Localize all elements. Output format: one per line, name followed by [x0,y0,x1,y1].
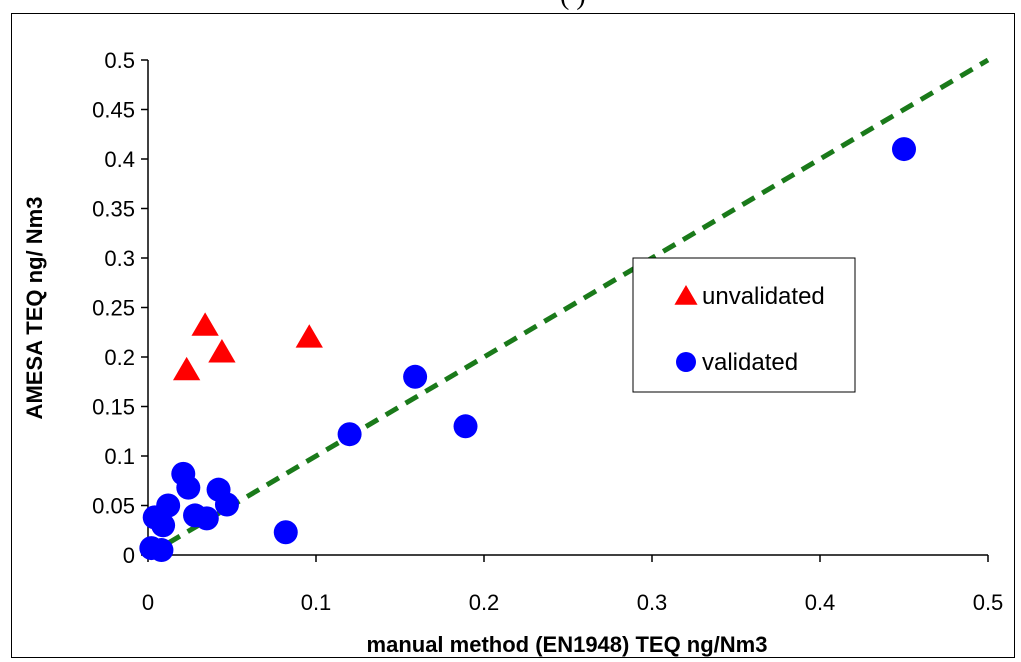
data-points [139,137,916,563]
y-tick-label: 0.45 [92,98,135,123]
x-tick-label: 0.3 [637,590,668,615]
legend-label-unvalidated: unvalidated [702,283,825,310]
data-point-validated [273,520,298,545]
x-tick-label: 0 [142,590,154,615]
data-point-validated [337,422,362,447]
data-point-validated [403,364,428,389]
y-tick-label: 0.25 [92,296,135,321]
axes: 0 0.05 0.1 0.15 0.2 0.25 0.3 0.35 0.4 0.45 0.5 0 0.1… [92,48,1003,615]
y-tick-label: 0.15 [92,395,135,420]
chart-frame [11,13,1015,658]
legend-box [632,257,856,393]
x-axis-title: manual method (EN1948) TEQ ng/Nm3 [367,632,768,657]
data-point-validated [194,506,219,531]
y-tick-label: 0.05 [92,494,135,519]
x-tick-label: 0.2 [469,590,500,615]
data-point-unvalidated [208,339,236,363]
y-tick-label: 0.35 [92,197,135,222]
y-tick-label: 0.1 [104,444,135,469]
reference-line [146,57,990,558]
data-point-validated [453,414,478,439]
y-tick-label: 0.4 [104,147,135,172]
x-tick-label: 0.1 [301,590,332,615]
legend-marker-unvalidated [674,285,698,305]
legend-label-validated: validated [702,349,798,376]
data-point-validated [156,493,181,518]
y-axis-title: AMESA TEQ ng/ Nm3 [22,197,47,420]
header-fragment: ( ) [560,0,586,12]
data-point-validated [149,538,174,563]
data-point-unvalidated [172,356,201,381]
data-point-validated [151,513,176,538]
y-tick-label: 0.5 [104,48,135,73]
data-point-validated [892,137,916,162]
x-tick-label: 0.5 [973,590,1004,615]
reference-line-group [146,57,990,558]
data-point-validated [176,475,201,500]
legend: unvalidated validated [632,257,856,393]
y-tick-label: 0.2 [104,345,135,370]
x-tick-label: 0.4 [805,590,836,615]
data-point-unvalidated [295,324,323,348]
data-point-validated [214,492,239,517]
data-point-unvalidated [191,312,219,336]
legend-marker-validated [676,352,696,372]
y-tick-label: 0.3 [104,246,135,271]
y-tick-label: 0 [123,543,135,568]
